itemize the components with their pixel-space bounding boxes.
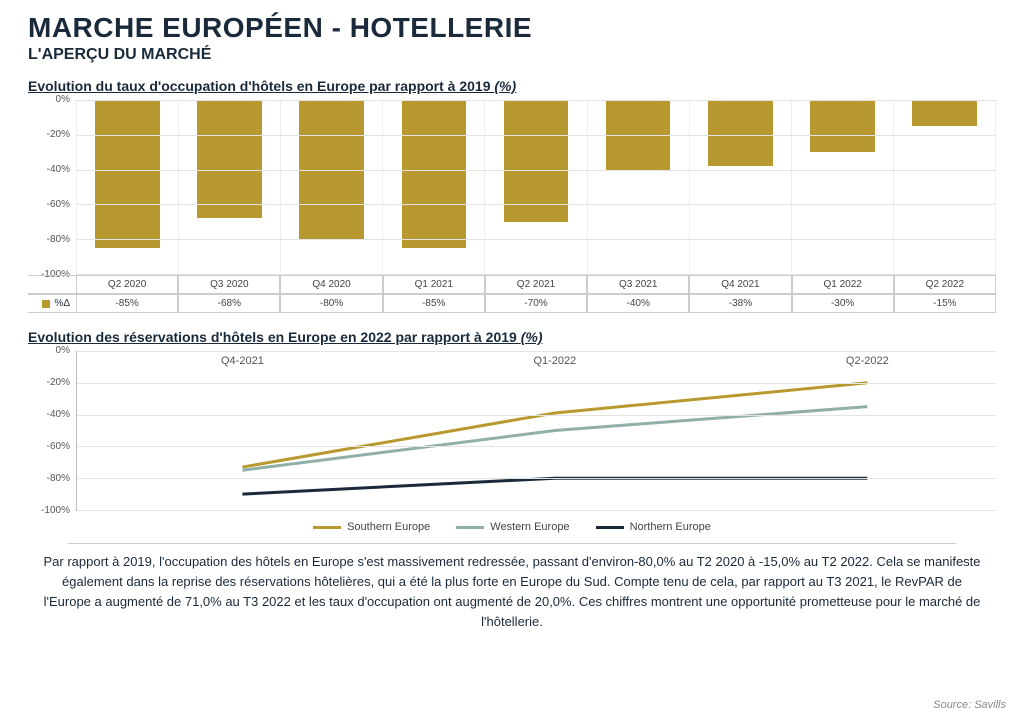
bar-cell bbox=[690, 100, 792, 274]
bar-chart: 0%-20%-40%-60%-80%-100% Q2 2020Q3 2020Q4… bbox=[28, 100, 996, 313]
bar-chart-title-text: Evolution du taux d'occupation d'hôtels … bbox=[28, 78, 494, 94]
legend-swatch bbox=[313, 526, 341, 529]
bar-chart-title: Evolution du taux d'occupation d'hôtels … bbox=[28, 78, 996, 94]
bar bbox=[402, 100, 467, 248]
bar-value-cell: -70% bbox=[485, 294, 587, 313]
bar-value-cell: -68% bbox=[178, 294, 280, 313]
line-chart: Evolution des réservations d'hôtels en E… bbox=[28, 329, 996, 533]
bar bbox=[708, 100, 773, 166]
line-series bbox=[242, 383, 867, 467]
bar bbox=[810, 100, 875, 152]
bar-category-cell: Q4 2020 bbox=[280, 275, 382, 294]
bar-value-cell: -15% bbox=[894, 294, 996, 313]
line-chart-title-text: Evolution des réservations d'hôtels en E… bbox=[28, 329, 521, 345]
legend-label: Northern Europe bbox=[630, 521, 711, 533]
bar-gridline bbox=[76, 274, 996, 275]
bar-cell bbox=[485, 100, 587, 274]
bar-cell bbox=[383, 100, 485, 274]
bar-category-cell: Q1 2022 bbox=[792, 275, 894, 294]
bar-value-cell: -85% bbox=[383, 294, 485, 313]
bar-gridline bbox=[76, 204, 996, 205]
bar-gridline bbox=[76, 239, 996, 240]
bar-gridline bbox=[76, 170, 996, 171]
line-series bbox=[242, 407, 867, 471]
bar-value-cell: -85% bbox=[76, 294, 178, 313]
bar-plot-area bbox=[76, 100, 996, 275]
bar bbox=[197, 100, 262, 218]
bar-cell bbox=[281, 100, 383, 274]
line-plot-area: Q4-2021 Q1-2022 Q2-2022 bbox=[76, 351, 996, 511]
line-y-axis: 0%-20%-40%-60%-80%-100% bbox=[28, 351, 76, 511]
bar-cell bbox=[894, 100, 996, 274]
bar-category-cell: Q2 2021 bbox=[485, 275, 587, 294]
summary-paragraph: Par rapport à 2019, l'occupation des hôt… bbox=[28, 552, 996, 633]
bar-category-cell: Q1 2021 bbox=[383, 275, 485, 294]
line-x-label: Q2-2022 bbox=[846, 355, 889, 367]
bar-value-cell: -38% bbox=[689, 294, 791, 313]
legend-swatch bbox=[596, 526, 624, 529]
line-legend: Southern Europe Western Europe Northern Eu… bbox=[28, 521, 996, 533]
line-x-label: Q1-2022 bbox=[533, 355, 576, 367]
line-gridline bbox=[77, 478, 996, 479]
line-gridline bbox=[77, 510, 996, 511]
bar bbox=[95, 100, 160, 248]
legend-label: Western Europe bbox=[490, 521, 569, 533]
bar-swatch bbox=[42, 300, 50, 308]
line-gridline bbox=[77, 415, 996, 416]
line-chart-title-unit: (%) bbox=[521, 329, 543, 345]
legend-item: Northern Europe bbox=[596, 521, 711, 533]
line-chart-title: Evolution des réservations d'hôtels en E… bbox=[28, 329, 996, 345]
bar-cell bbox=[76, 100, 179, 274]
bar-cell bbox=[588, 100, 690, 274]
separator bbox=[68, 543, 956, 544]
bar bbox=[912, 100, 977, 126]
bar-category-row: Q2 2020Q3 2020Q4 2020Q1 2021Q2 2021Q3 20… bbox=[28, 275, 996, 294]
legend-item: Southern Europe bbox=[313, 521, 430, 533]
legend-item: Western Europe bbox=[456, 521, 569, 533]
bar-category-cell: Q2 2022 bbox=[894, 275, 996, 294]
line-gridline bbox=[77, 351, 996, 352]
bar-value-row: %Δ -85%-68%-80%-85%-70%-40%-38%-30%-15% bbox=[28, 294, 996, 313]
bar-category-cell: Q4 2021 bbox=[689, 275, 791, 294]
page-subtitle: L'APERÇU DU MARCHÉ bbox=[28, 46, 996, 64]
bar-gridline bbox=[76, 135, 996, 136]
bar-row-label: %Δ bbox=[54, 298, 70, 309]
page-title: MARCHE EUROPÉEN - HOTELLERIE bbox=[28, 12, 996, 44]
bar-y-axis: 0%-20%-40%-60%-80%-100% bbox=[28, 100, 76, 275]
bar-chart-title-unit: (%) bbox=[494, 78, 516, 94]
legend-label: Southern Europe bbox=[347, 521, 430, 533]
line-gridline bbox=[77, 383, 996, 384]
bar-gridline bbox=[76, 100, 996, 101]
bar-row-stub: %Δ bbox=[28, 294, 76, 313]
line-series bbox=[242, 478, 867, 494]
bar-cell bbox=[179, 100, 281, 274]
line-gridline bbox=[77, 446, 996, 447]
legend-swatch bbox=[456, 526, 484, 529]
bar-category-cell: Q3 2020 bbox=[178, 275, 280, 294]
bar-value-cell: -80% bbox=[280, 294, 382, 313]
line-x-label: Q4-2021 bbox=[221, 355, 264, 367]
bar-value-cell: -40% bbox=[587, 294, 689, 313]
source-note: Source: Savills bbox=[933, 699, 1006, 711]
bar-category-cell: Q2 2020 bbox=[76, 275, 178, 294]
bar-value-cell: -30% bbox=[792, 294, 894, 313]
bar-cell bbox=[792, 100, 894, 274]
bar-category-cell: Q3 2021 bbox=[587, 275, 689, 294]
